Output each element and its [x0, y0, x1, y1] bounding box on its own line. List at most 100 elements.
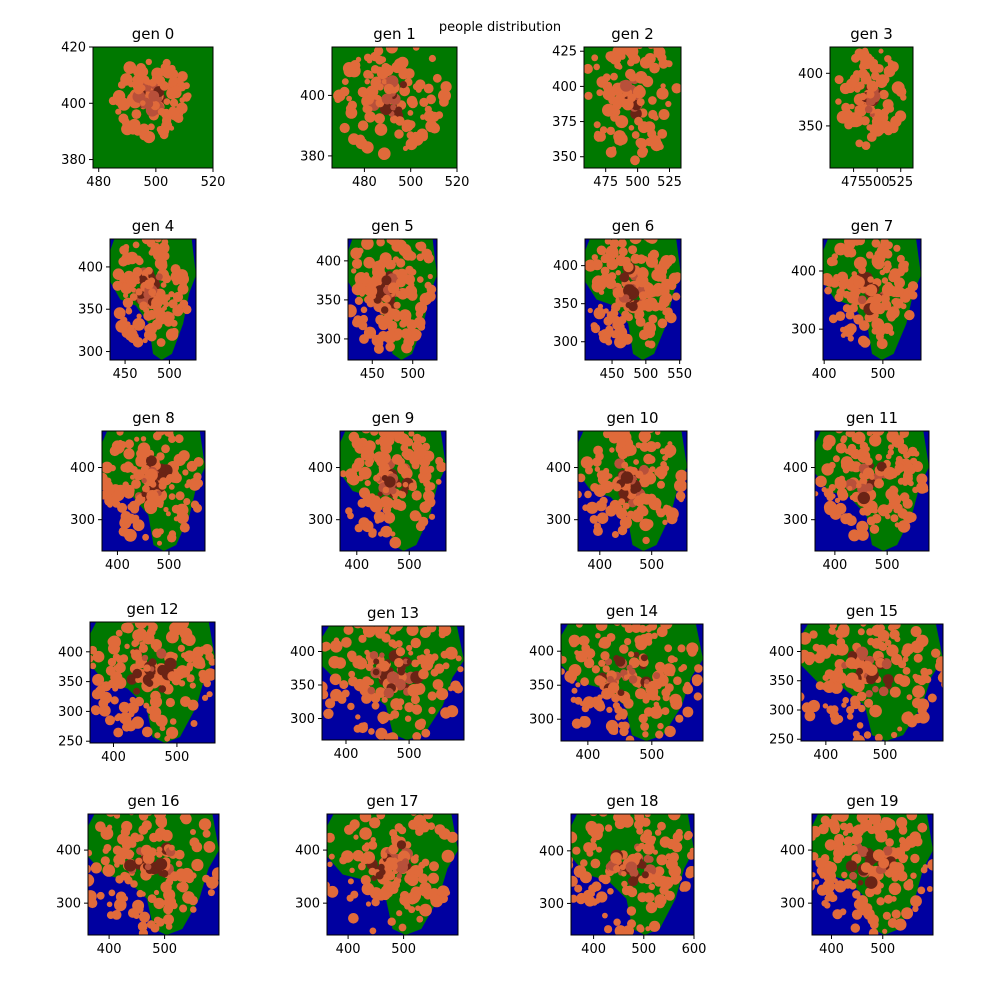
person-marker [142, 124, 150, 132]
person-marker [636, 98, 645, 107]
person-marker [823, 488, 834, 498]
y-tick-label: 400 [539, 844, 564, 859]
person-marker [419, 477, 425, 484]
person-marker [102, 461, 113, 474]
person-marker [382, 505, 392, 515]
person-marker [387, 917, 396, 926]
person-marker [360, 490, 366, 496]
person-marker [804, 655, 814, 666]
x-tick-label: 525 [657, 175, 682, 190]
person-marker [627, 919, 636, 929]
person-marker [114, 862, 120, 868]
person-marker [864, 698, 874, 708]
person-marker [376, 67, 389, 80]
person-marker [582, 504, 589, 512]
x-tick-label: 400 [334, 747, 359, 762]
person-marker [211, 867, 219, 880]
axes-frame [811, 813, 934, 936]
x-tick-label: 525 [888, 175, 913, 190]
y-tick-label: 400 [58, 645, 83, 660]
person-marker [358, 862, 366, 871]
person-marker [146, 455, 157, 467]
person-marker [604, 239, 612, 245]
person-marker [172, 291, 184, 303]
person-marker [355, 137, 368, 150]
x-tick-label: 400 [813, 748, 838, 763]
person-marker [370, 431, 379, 436]
person-marker [860, 287, 866, 294]
person-marker [899, 431, 909, 438]
person-marker [100, 856, 110, 866]
person-marker [648, 109, 658, 120]
person-marker [184, 92, 192, 100]
person-marker [896, 254, 905, 263]
person-marker [141, 491, 147, 497]
person-marker [850, 116, 862, 128]
person-marker [457, 666, 464, 673]
person-marker [898, 837, 906, 844]
person-marker [107, 824, 113, 830]
person-marker [822, 674, 830, 681]
person-marker [420, 658, 434, 671]
person-marker [876, 338, 888, 350]
person-marker [428, 513, 436, 520]
person-marker [687, 851, 694, 860]
person-marker [840, 109, 854, 123]
person-marker [623, 698, 634, 709]
person-marker [395, 860, 409, 874]
person-marker [869, 474, 875, 480]
person-marker [600, 254, 610, 264]
person-marker [605, 505, 617, 517]
person-marker [847, 283, 855, 291]
person-marker [900, 292, 911, 303]
person-marker [815, 475, 827, 488]
person-marker [847, 713, 854, 720]
person-marker [375, 727, 388, 740]
panel-gen-11: gen 11 400 500 300 400 [783, 409, 930, 573]
person-marker [866, 628, 874, 636]
person-marker [188, 895, 198, 906]
person-marker [591, 665, 601, 674]
person-marker [855, 107, 864, 117]
person-marker [359, 314, 368, 324]
person-marker [912, 685, 925, 698]
y-tick-label: 300 [58, 705, 83, 720]
person-marker [579, 716, 591, 728]
person-marker [159, 725, 166, 732]
person-marker [157, 108, 166, 116]
person-marker [587, 307, 593, 314]
person-marker [869, 704, 882, 718]
person-marker [865, 887, 875, 898]
person-marker [370, 293, 376, 299]
person-marker [927, 693, 937, 703]
person-marker [367, 298, 374, 305]
person-marker [828, 612, 839, 623]
person-marker [381, 275, 392, 286]
person-marker [801, 654, 806, 664]
person-marker [851, 53, 860, 63]
person-marker [571, 860, 574, 870]
person-marker [910, 853, 920, 864]
person-marker [368, 728, 375, 735]
person-marker [561, 668, 565, 675]
person-marker [396, 873, 403, 879]
panel-title: gen 4 [132, 217, 175, 235]
person-marker [131, 639, 139, 648]
person-marker [180, 814, 191, 822]
person-marker [656, 854, 668, 866]
person-marker [913, 450, 920, 457]
person-marker [866, 251, 874, 259]
person-marker [872, 685, 879, 693]
person-marker [849, 871, 858, 880]
person-marker [836, 487, 848, 499]
person-marker [877, 882, 884, 889]
panel-title: gen 9 [372, 409, 415, 427]
person-marker [886, 644, 899, 657]
person-marker [353, 834, 359, 840]
person-marker [659, 448, 667, 455]
person-marker [918, 475, 927, 484]
person-marker [347, 473, 360, 486]
person-marker [432, 679, 444, 690]
person-marker [204, 668, 215, 681]
person-marker [192, 656, 205, 669]
